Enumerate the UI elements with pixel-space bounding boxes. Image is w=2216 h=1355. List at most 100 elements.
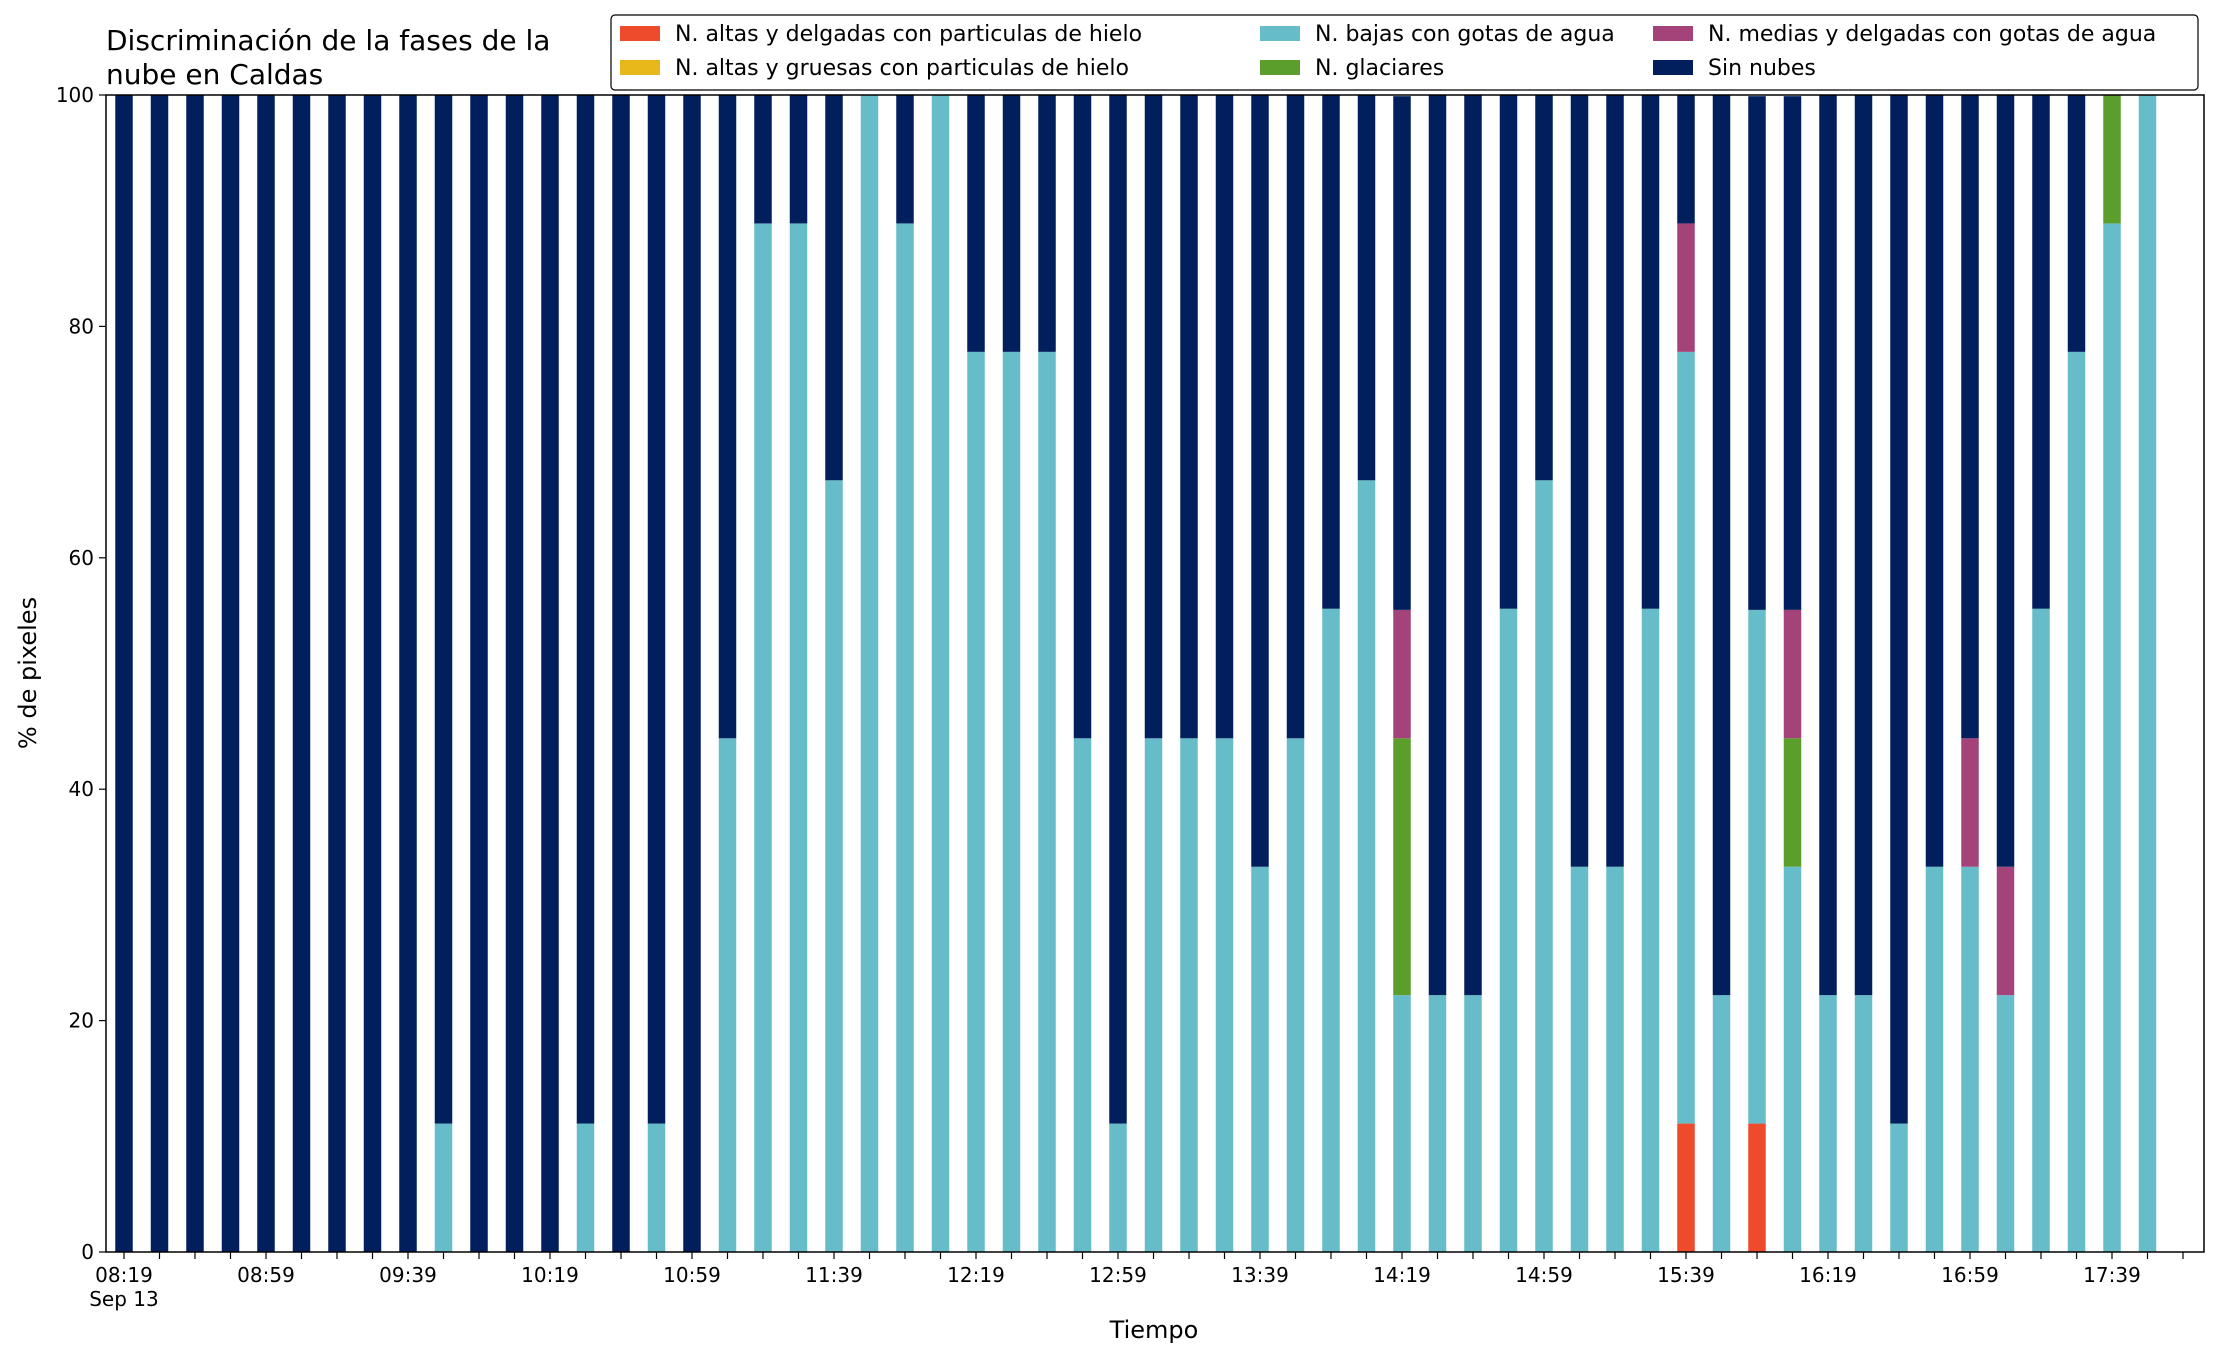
- bar-segment-series-2-col-31: [1215, 738, 1234, 1252]
- bar-segment-series-5-col-30: [1180, 95, 1198, 739]
- x-tick-label: 09:39: [379, 1263, 437, 1287]
- legend-label-4: N. medias y delgadas con gotas de agua: [1708, 22, 2156, 47]
- legend-frame: [610, 14, 2199, 91]
- x-tick-label: 17:39: [2083, 1263, 2141, 1287]
- x-tick-label: 11:39: [805, 1263, 863, 1287]
- chart-title-line-1: Discriminación de la fases de la: [106, 24, 550, 57]
- legend-swatch-1: [620, 60, 660, 75]
- bar-segment-series-2-col-43: [1641, 608, 1660, 1252]
- bar-segment-series-2-col-27: [1073, 738, 1092, 1252]
- x-tick-label: 15:39: [1657, 1263, 1715, 1287]
- bar-segment-series-2-col-37: [1428, 995, 1447, 1252]
- bar-segment-series-5-col-1: [150, 95, 169, 1252]
- bar-segment-series-2-col-20: [825, 480, 843, 1252]
- bar-segment-series-3-col-47: [1783, 738, 1802, 867]
- bar-segment-series-5-col-51: [1925, 95, 1944, 867]
- bar-segment-series-5-col-17: [718, 95, 737, 739]
- x-tick-label: 14:59: [1515, 1263, 1573, 1287]
- bar-segment-series-5-col-3: [221, 95, 240, 1252]
- bar-segment-series-2-col-22: [896, 223, 914, 1253]
- bar-segment-series-5-col-36: [1393, 96, 1411, 610]
- y-tick-label: 80: [69, 314, 94, 338]
- y-tick-label: 60: [69, 546, 94, 570]
- bar-segment-series-5-col-34: [1322, 95, 1340, 609]
- y-tick-label: 100: [56, 83, 94, 107]
- bar-segment-series-2-col-15: [647, 1123, 666, 1252]
- bar-segment-series-2-col-23: [931, 95, 950, 1252]
- bar-segment-series-0-col-44: [1677, 1123, 1695, 1252]
- bar-segment-series-5-col-41: [1570, 95, 1589, 867]
- bar-segment-series-2-col-52: [1961, 866, 1979, 1252]
- bar-segment-series-4-col-36: [1393, 609, 1411, 739]
- legend-label-0: N. altas y delgadas con particulas de hi…: [675, 22, 1142, 47]
- bar-segment-series-2-col-9: [434, 1123, 453, 1252]
- x-tick-label: 08:59: [237, 1263, 295, 1287]
- bar-segment-series-2-col-29: [1144, 738, 1163, 1252]
- bar-segment-series-5-col-27: [1073, 95, 1092, 739]
- bar-segment-series-5-col-26: [1038, 95, 1056, 352]
- x-tick-sublabel: Sep 13: [89, 1287, 159, 1311]
- legend-swatch-0: [620, 26, 660, 41]
- bar-segment-series-5-col-10: [470, 95, 488, 1252]
- legend-swatch-5: [1653, 60, 1693, 75]
- bar-segment-series-2-col-13: [576, 1123, 595, 1252]
- bar-segment-series-2-col-53: [1996, 995, 2015, 1252]
- bar-segment-series-2-col-46: [1748, 609, 1766, 1124]
- bar-segment-series-5-col-15: [647, 95, 666, 1124]
- bar-segment-series-5-col-18: [754, 95, 772, 224]
- bar-segment-series-5-col-50: [1890, 95, 1908, 1124]
- x-tick-label: 08:19: [95, 1263, 153, 1287]
- legend-label-3: N. glaciares: [1315, 56, 1444, 81]
- legend-swatch-4: [1653, 26, 1693, 41]
- bar-segment-series-2-col-28: [1109, 1123, 1127, 1252]
- bar-segment-series-2-col-45: [1712, 995, 1731, 1252]
- bar-segment-series-2-col-41: [1570, 866, 1589, 1252]
- bar-segment-series-5-col-38: [1464, 95, 1482, 996]
- bar-segment-series-5-col-53: [1996, 95, 2015, 867]
- bar-segment-series-2-col-48: [1819, 995, 1837, 1252]
- x-tick-label: 16:59: [1941, 1263, 1999, 1287]
- bar-segment-series-5-col-45: [1712, 95, 1731, 996]
- bar-segment-series-5-col-5: [292, 95, 311, 1252]
- bar-segment-series-2-col-25: [1002, 351, 1021, 1253]
- bar-segment-series-4-col-53: [1996, 866, 2015, 996]
- bar-segment-series-5-col-19: [789, 95, 808, 224]
- bar-segment-series-5-col-43: [1641, 95, 1660, 609]
- bar-segment-series-3-col-36: [1393, 738, 1411, 996]
- y-axis-label: % de pixeles: [14, 597, 42, 749]
- legend-swatch-3: [1260, 60, 1300, 75]
- x-tick-label: 10:59: [663, 1263, 721, 1287]
- bar-segment-series-5-col-31: [1215, 95, 1234, 739]
- bar-segment-series-5-col-0: [115, 95, 133, 1252]
- bars-layer: [115, 95, 2157, 1253]
- bar-segment-series-3-col-56: [2103, 95, 2121, 224]
- bar-segment-series-5-col-47: [1783, 96, 1802, 610]
- bar-segment-series-5-col-2: [186, 95, 204, 1252]
- bar-segment-series-2-col-33: [1286, 738, 1305, 1252]
- bar-segment-series-5-col-11: [505, 95, 524, 1252]
- legend-swatch-2: [1260, 26, 1300, 41]
- bar-segment-series-5-col-55: [2067, 95, 2086, 352]
- legend-label-2: N. bajas con gotas de agua: [1315, 22, 1615, 47]
- bar-segment-series-5-col-46: [1748, 96, 1766, 610]
- bar-segment-series-5-col-37: [1428, 95, 1447, 996]
- x-tick-label: 12:59: [1089, 1263, 1147, 1287]
- plot-frame: [105, 94, 2205, 1253]
- bar-segment-series-5-col-28: [1109, 95, 1127, 1124]
- legend-label-1: N. altas y gruesas con particulas de hie…: [675, 56, 1129, 81]
- legend: N. altas y delgadas con particulas de hi…: [610, 14, 2199, 91]
- bar-segment-series-2-col-50: [1890, 1123, 1908, 1252]
- y-axis: 0 20 40 60 80 100: [56, 83, 106, 1264]
- bar-segment-series-5-col-6: [328, 95, 346, 1252]
- bar-segment-series-5-col-29: [1144, 95, 1163, 739]
- bar-segment-series-4-col-52: [1961, 738, 1979, 867]
- bar-segment-series-5-col-39: [1499, 95, 1518, 609]
- bar-segment-series-5-col-49: [1854, 95, 1873, 996]
- bar-segment-series-2-col-34: [1322, 608, 1340, 1252]
- bar-segment-series-5-col-44: [1677, 95, 1695, 224]
- bar-segment-series-2-col-39: [1499, 608, 1518, 1252]
- chart-title-line-2: nube en Caldas: [106, 58, 323, 91]
- bar-segment-series-5-col-54: [2032, 95, 2050, 609]
- x-tick-label: 14:19: [1373, 1263, 1431, 1287]
